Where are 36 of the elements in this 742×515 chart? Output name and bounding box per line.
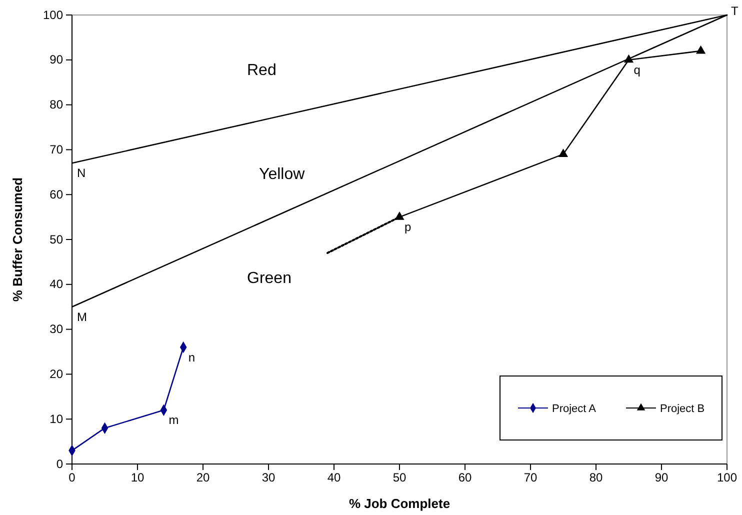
- annotation: Yellow: [259, 166, 306, 183]
- x-tick-label: 70: [524, 470, 538, 485]
- y-tick-label: 70: [50, 142, 64, 157]
- x-axis-title: % Job Complete: [348, 496, 450, 511]
- y-tick-label: 40: [50, 277, 64, 292]
- y-tick-label: 60: [50, 187, 64, 202]
- y-tick-label: 90: [50, 52, 64, 67]
- y-tick-label: 30: [50, 322, 64, 336]
- x-tick-label: 100: [716, 470, 738, 485]
- y-tick-label: 20: [50, 367, 64, 382]
- annotation: Red: [247, 62, 276, 79]
- annotation: N: [77, 166, 86, 180]
- x-tick-label: 90: [654, 470, 668, 485]
- annotation: q: [634, 62, 640, 77]
- annotation: m: [168, 413, 179, 428]
- x-tick-label: 40: [327, 470, 341, 485]
- annotation: n: [188, 350, 196, 364]
- x-tick-label: 50: [392, 470, 406, 485]
- x-tick-label: 0: [68, 470, 76, 485]
- y-tick-label: 0: [56, 456, 64, 471]
- y-tick-label: 80: [50, 98, 64, 112]
- x-tick-label: 80: [589, 470, 603, 485]
- annotation: M: [77, 310, 87, 324]
- y-tick-label: 50: [50, 232, 64, 246]
- legend-label: Project B: [660, 403, 705, 415]
- x-tick-label: 10: [130, 470, 144, 485]
- legend-label: Project A: [552, 403, 597, 415]
- annotation: Green: [247, 270, 292, 287]
- y-tick-label: 10: [50, 412, 64, 426]
- y-axis-title: % Buffer Consumed: [10, 177, 25, 302]
- annotation: T: [731, 4, 739, 18]
- x-tick-label: 20: [196, 470, 210, 485]
- x-tick-label: 60: [458, 470, 472, 485]
- y-tick-label: 100: [42, 8, 64, 22]
- annotation: p: [404, 220, 412, 234]
- x-tick-label: 30: [262, 470, 276, 485]
